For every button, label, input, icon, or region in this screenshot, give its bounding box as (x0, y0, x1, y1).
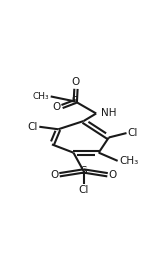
Text: O: O (52, 102, 60, 112)
Text: S: S (71, 96, 78, 107)
Text: NH: NH (101, 108, 117, 118)
Text: O: O (50, 170, 58, 180)
Text: CH₃: CH₃ (33, 92, 49, 101)
Text: Cl: Cl (128, 128, 138, 138)
Text: Cl: Cl (78, 185, 89, 195)
Text: CH₃: CH₃ (119, 156, 138, 166)
Text: O: O (109, 170, 117, 180)
Text: Cl: Cl (28, 122, 38, 132)
Text: S: S (80, 166, 87, 176)
Text: O: O (72, 77, 80, 87)
